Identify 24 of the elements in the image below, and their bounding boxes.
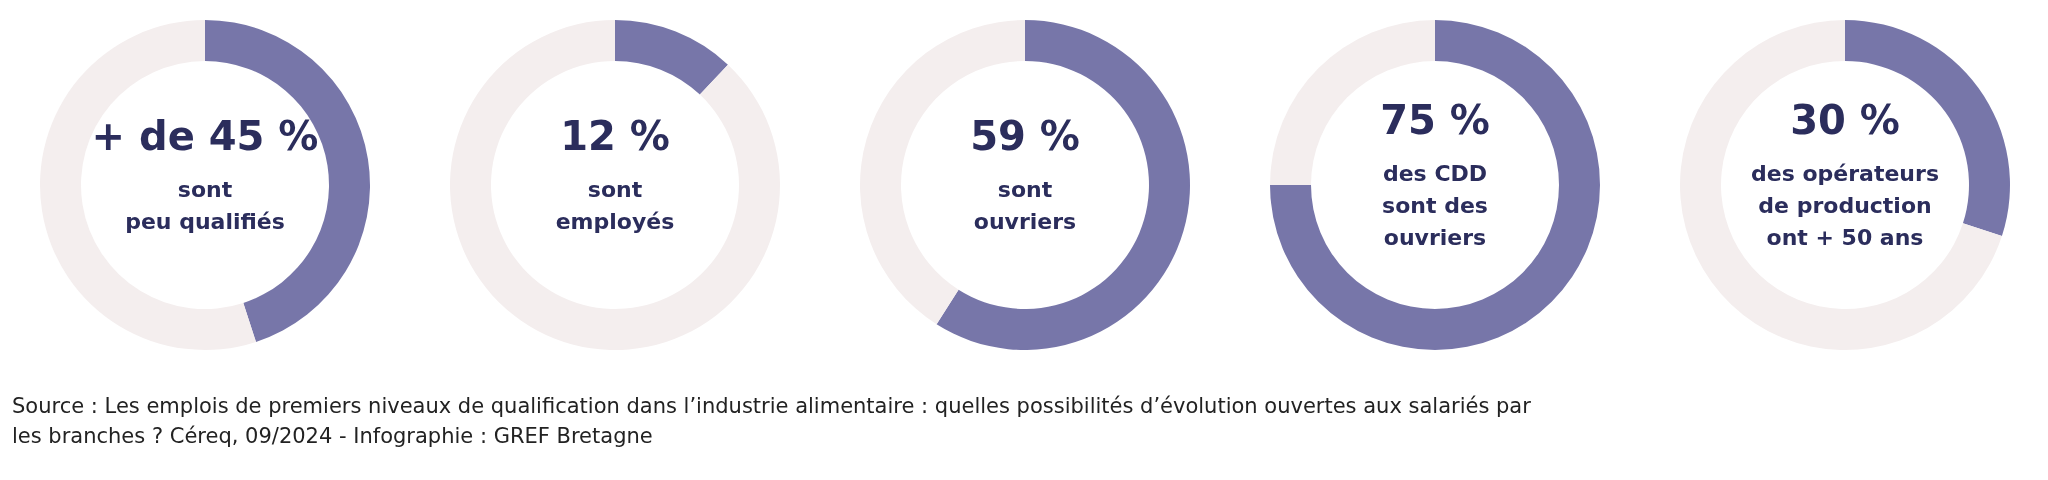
donut-slice — [450, 20, 780, 350]
data-label: 30 % — [1790, 97, 1900, 143]
donut-slice — [1270, 20, 1435, 185]
text: des opérateurs — [1751, 161, 1939, 186]
text: sont des — [1382, 193, 1488, 218]
data-label: 12 % — [560, 113, 670, 159]
text: sont — [997, 177, 1053, 202]
donut-slice — [1270, 20, 1600, 350]
text: ouvriers — [1383, 225, 1487, 250]
text: peu qualifiés — [125, 209, 285, 234]
source-note: Source : Les emplois de premiers niveaux de qualification dans l’industrie alimentaire : quelles possibilités d’évolution ouvertes aux salariés par les branches ? Céreq, 09/2024 - Infographie : GREF Bretagne — [12, 394, 1532, 448]
text: ouvriers — [973, 209, 1077, 234]
text: employés — [555, 209, 675, 234]
text: sont — [587, 177, 643, 202]
text: de production — [1758, 193, 1932, 218]
donut-slice — [615, 20, 728, 95]
text: ont + 50 ans — [1766, 225, 1924, 250]
data-label: 75 % — [1380, 97, 1490, 143]
text: des CDD — [1382, 161, 1488, 186]
donut-slice — [936, 20, 1190, 350]
text: sont — [177, 177, 233, 202]
data-label: + de 45 % — [91, 113, 319, 159]
donut-slice — [1680, 20, 2002, 350]
data-label: 59 % — [970, 113, 1080, 159]
